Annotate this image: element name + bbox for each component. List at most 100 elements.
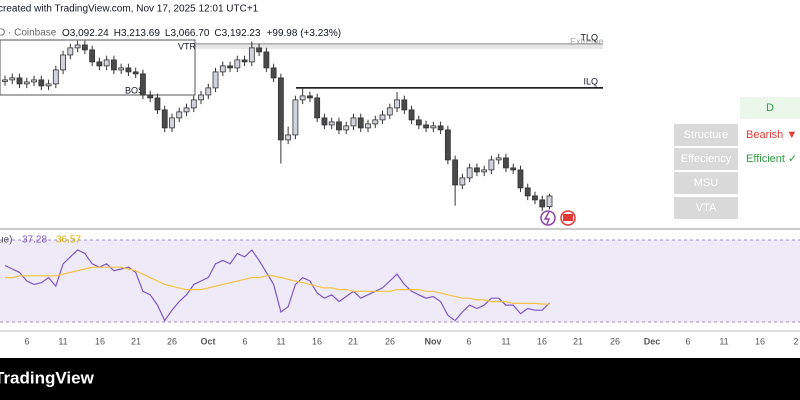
candle-body xyxy=(60,54,66,71)
candle-body xyxy=(357,117,364,129)
candle-body xyxy=(248,47,255,63)
candle-body xyxy=(23,81,30,85)
candle-body xyxy=(343,125,350,131)
level-label: ILQ xyxy=(583,76,598,86)
x-tick-label: 21 xyxy=(131,336,141,346)
candle-body xyxy=(394,99,400,109)
candle-body xyxy=(161,109,168,129)
candle-body xyxy=(270,67,277,79)
candle-body xyxy=(430,125,437,129)
panel-status: Bearish ▼ xyxy=(746,129,797,141)
x-tick-label: 6 xyxy=(24,336,29,346)
candle-body xyxy=(495,157,502,161)
symbol: D · Coinbase xyxy=(0,28,57,39)
candle-body xyxy=(503,157,509,169)
candle-body xyxy=(74,44,81,49)
candle-body xyxy=(132,71,139,75)
candle-body xyxy=(219,65,226,73)
candle-body xyxy=(481,169,488,173)
x-tick-label: 16 xyxy=(95,336,105,346)
panel-label: MSU xyxy=(694,177,719,189)
timeframe-box xyxy=(740,97,800,119)
candle-body xyxy=(16,77,23,85)
candle-body xyxy=(336,121,342,131)
panel-cell xyxy=(674,172,738,194)
x-tick-label: 26 xyxy=(167,336,177,346)
ohlc-key: L xyxy=(165,28,171,39)
ohlc-value: 3,066.70 xyxy=(170,28,209,39)
candle-body xyxy=(140,73,146,96)
x-tick-label: 21 xyxy=(348,336,358,346)
ma-value: 36.57 xyxy=(56,235,81,246)
candle-body xyxy=(437,125,444,131)
created-text: created with TradingView.com, Nov 17, 20… xyxy=(0,4,259,15)
x-tick-label: 2 xyxy=(793,336,798,346)
x-tick-label: Oct xyxy=(200,336,215,346)
rsi-line xyxy=(4,249,550,322)
candle-body xyxy=(103,59,110,67)
candle-body xyxy=(524,187,531,197)
candle-body xyxy=(212,71,219,89)
candle-body xyxy=(52,69,59,85)
vtr-label: VTR xyxy=(178,41,197,51)
candle-body xyxy=(401,99,408,111)
candle-body xyxy=(321,117,328,126)
candle-body xyxy=(292,99,299,136)
candle-body xyxy=(205,87,212,96)
panel-label: VTA xyxy=(696,202,717,214)
candle-body xyxy=(546,195,553,207)
candle-body xyxy=(2,79,8,82)
candle-body xyxy=(350,117,357,127)
candle-body xyxy=(263,51,270,69)
candle-body xyxy=(408,109,415,121)
candle-body xyxy=(125,67,132,73)
candle-body xyxy=(452,159,459,186)
x-tick-label: Nov xyxy=(424,336,441,346)
footer-bar xyxy=(0,358,800,400)
ohlc-key: C xyxy=(214,28,221,39)
candle-body xyxy=(241,59,248,63)
vtr-box xyxy=(0,39,196,96)
candle-body xyxy=(198,94,204,101)
candle-body xyxy=(256,47,263,53)
rsi-title: ue) xyxy=(0,235,12,246)
x-tick-label: Dec xyxy=(644,336,661,346)
event-icon xyxy=(540,210,556,226)
candle-body xyxy=(154,97,161,111)
candle-body xyxy=(183,107,190,113)
candle-body xyxy=(111,59,117,71)
candle-body xyxy=(314,97,321,119)
panel-cell xyxy=(674,148,738,170)
candle-body xyxy=(539,199,546,208)
level-label: TLQ xyxy=(580,32,598,42)
rsi-value: 37.28 xyxy=(22,235,47,246)
candle-body xyxy=(118,67,125,71)
panel-label: Effeciency xyxy=(681,153,732,165)
candle-body xyxy=(176,111,183,119)
candle-body xyxy=(510,167,517,171)
candle-body xyxy=(285,134,292,141)
candle-body xyxy=(517,169,524,189)
candle-body xyxy=(89,49,96,63)
ohlc-key: O xyxy=(62,28,70,39)
candle-body xyxy=(299,95,306,101)
ohlc-value: 3,213.69 xyxy=(121,28,160,39)
x-tick-label: 6 xyxy=(685,336,690,346)
candle-body xyxy=(45,83,52,87)
rsi-line xyxy=(5,266,550,305)
candle-body xyxy=(488,159,495,171)
panel-cell xyxy=(674,124,738,146)
candle-body xyxy=(372,119,379,125)
candle-body xyxy=(38,79,45,87)
candle-body xyxy=(169,117,175,129)
candle-body xyxy=(444,129,451,161)
x-tick-label: 6 xyxy=(466,336,471,346)
candle-body xyxy=(386,107,393,116)
panel-status: Efficient ✓ xyxy=(746,153,797,165)
candle-body xyxy=(9,77,16,81)
bos-label: BOS xyxy=(125,85,144,95)
candle-body xyxy=(307,95,313,99)
event-bolt xyxy=(543,211,551,225)
candle-body xyxy=(96,61,103,67)
